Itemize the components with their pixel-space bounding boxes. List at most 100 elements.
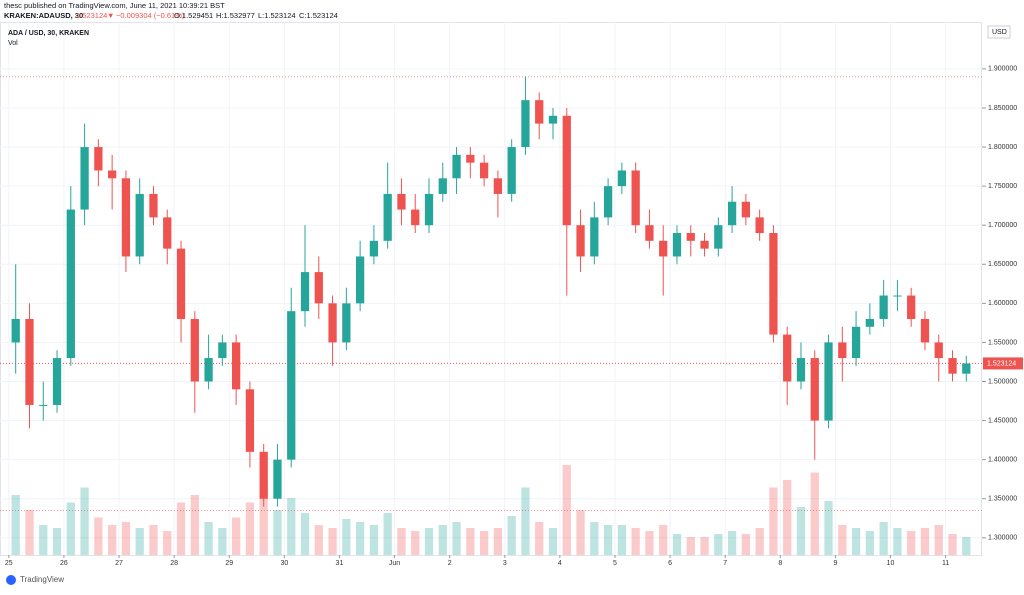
candle-body [617, 170, 627, 187]
candle-body [94, 147, 103, 171]
volume-bar [163, 531, 172, 555]
candle-body [273, 459, 282, 499]
candle-body [479, 162, 489, 179]
volume-bar [314, 525, 323, 555]
candle-body [810, 358, 819, 421]
candle-body [700, 240, 709, 249]
volume-bar [714, 534, 723, 555]
candle-body [259, 451, 268, 499]
candle-body [355, 256, 365, 304]
volume-bar [411, 531, 420, 555]
candle-body [11, 318, 20, 343]
candle-body [521, 100, 530, 148]
candle-body [576, 225, 585, 257]
volume-bar [287, 498, 296, 555]
currency-box[interactable] [987, 25, 1011, 39]
y-tick-label: 1.650000 [988, 261, 1017, 268]
volume-bar [535, 522, 544, 555]
volume-bar [851, 528, 861, 555]
volume-bar [727, 531, 737, 555]
symbol: KRAKEN:ADAUSD, 30 [4, 11, 83, 20]
candle-body [851, 326, 861, 359]
volume-bar [920, 528, 930, 555]
arrow: ▼ [107, 11, 114, 20]
volume-bar [893, 528, 902, 555]
candle-body [934, 342, 943, 359]
candle-body [631, 170, 640, 226]
candle-body [590, 217, 599, 257]
x-tick-label: 8 [778, 560, 782, 567]
x-tick-label: 7 [723, 560, 727, 567]
candle-body [369, 240, 379, 257]
volume-bar [810, 472, 819, 555]
currency[interactable]: USD [992, 29, 1007, 36]
volume-bar [452, 522, 461, 555]
volume-bar [355, 522, 365, 555]
volume-bar [879, 522, 888, 555]
volume-bar [934, 525, 943, 555]
candle-body [672, 233, 682, 257]
x-tick-label: 11 [942, 560, 949, 567]
y-tick-label: 1.400000 [988, 456, 1017, 463]
y-tick-label: 1.900000 [988, 66, 1017, 73]
volume-bar [521, 487, 530, 555]
volume-bar [438, 525, 447, 555]
y-tick-label: 1.850000 [988, 105, 1017, 112]
volume-bar [204, 522, 213, 555]
volume-bar [493, 528, 503, 555]
x-tick-label: Jun [389, 560, 400, 567]
candle-body [493, 178, 503, 194]
volume-bar [824, 501, 833, 555]
candle-body [948, 358, 957, 374]
candle-body [714, 225, 723, 249]
volume-bar [424, 528, 434, 555]
volume-bar [397, 528, 406, 555]
x-tick-label: 25 [5, 560, 13, 567]
volume-bar [907, 531, 916, 555]
current-price-box [983, 357, 1023, 370]
high: H:1.532977 [216, 11, 255, 20]
volume-bar [741, 534, 751, 555]
volume-bar [39, 525, 48, 555]
candle-body [659, 240, 668, 257]
candles [11, 76, 971, 507]
open: O:1.529451 [174, 11, 213, 20]
volume-bar [466, 528, 475, 555]
candle-body [438, 178, 447, 194]
close: C:1.523124 [299, 11, 338, 20]
volume-bar [672, 534, 682, 555]
x-tick-label: 27 [115, 560, 123, 567]
legend-title: ADA / USD, 30, KRAKEN [8, 30, 89, 37]
candle-body [149, 193, 158, 218]
last: 1.523124 [76, 11, 107, 20]
volume-bar [121, 522, 131, 555]
x-tick-label: 4 [558, 560, 562, 567]
volume-bar [342, 519, 351, 555]
volume-bar [176, 502, 186, 555]
y-tick-label: 1.300000 [988, 535, 1017, 542]
candle-body [920, 318, 930, 343]
candle-body [66, 209, 75, 359]
volume-bar [149, 525, 158, 555]
candle-body [741, 201, 751, 218]
volume-bar [231, 517, 241, 555]
candle-body [25, 318, 34, 405]
volume-bar [783, 480, 792, 555]
candle-body [879, 295, 888, 319]
volume-bar [659, 525, 668, 555]
volume-bar [383, 513, 392, 555]
candle-body [39, 404, 48, 406]
volume-bar [796, 507, 806, 555]
volume-bar [576, 510, 585, 555]
candle-body [893, 295, 902, 297]
candle-body [52, 358, 62, 405]
volume-bar [369, 525, 379, 555]
candle-body [548, 115, 558, 124]
volume-bar [548, 528, 558, 555]
candle-body [645, 225, 654, 241]
candle-body [796, 358, 806, 382]
volume-bar [66, 502, 75, 555]
candle-body [163, 217, 172, 249]
candle-body [314, 272, 323, 304]
x-tick-label: 30 [280, 560, 288, 567]
